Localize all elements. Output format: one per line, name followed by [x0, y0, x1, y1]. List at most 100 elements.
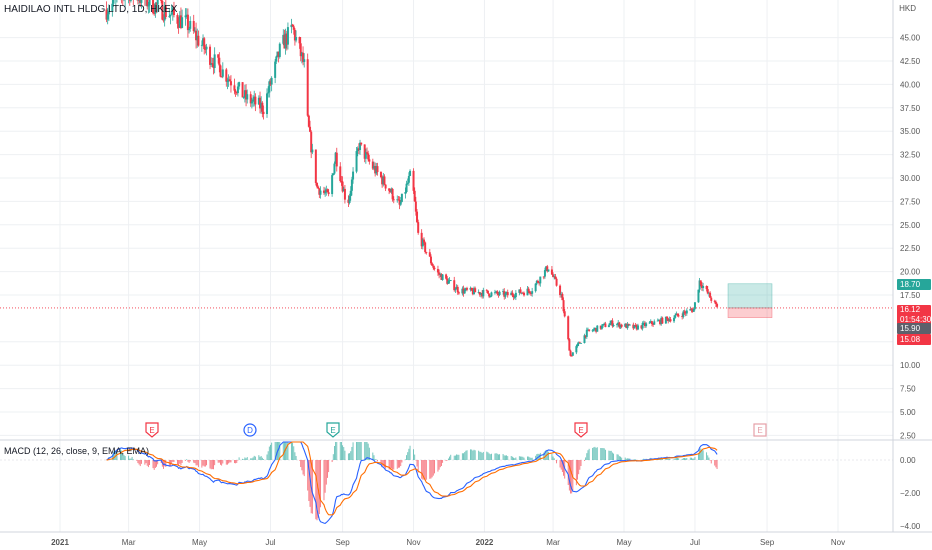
candle-body	[477, 292, 480, 293]
candle-body	[618, 322, 621, 328]
last-price-value: 16.12	[900, 305, 921, 314]
candle-body	[218, 57, 221, 66]
candle-body	[155, 3, 158, 5]
candle-body	[636, 325, 639, 330]
candle-body	[436, 269, 439, 273]
candle-body	[697, 289, 700, 303]
candle-body	[348, 196, 351, 203]
candle-body	[619, 324, 622, 328]
candle-body	[234, 90, 237, 93]
candle-body	[575, 346, 578, 353]
candle-body	[464, 288, 467, 291]
candle-body	[648, 322, 651, 324]
time-axis-label: Mar	[122, 538, 136, 547]
candle-body	[193, 30, 196, 32]
candle-body	[316, 182, 319, 187]
candle-body	[333, 163, 336, 174]
time-axis-label: Jul	[690, 538, 700, 547]
long-position-tool[interactable]	[727, 283, 773, 318]
symbol-title[interactable]: HAIDILAO INTL HLDG LTD, 1D, HKEX	[4, 4, 178, 15]
candle-body	[350, 179, 353, 191]
candle-body	[253, 96, 256, 100]
candle-body	[617, 322, 620, 325]
candle-body	[495, 291, 498, 293]
candle-body	[453, 280, 456, 291]
candle-body	[518, 289, 521, 293]
candle-body	[171, 7, 174, 13]
candle-body	[225, 69, 228, 82]
candle-body	[625, 323, 628, 329]
price-axis-tick: 20.00	[900, 268, 921, 277]
candle-body	[221, 69, 224, 77]
candle-body	[202, 38, 205, 45]
candle-body	[236, 86, 239, 94]
candle-body	[355, 151, 358, 172]
candle-body	[599, 325, 602, 329]
candle-body	[473, 288, 476, 295]
candle-body	[592, 329, 595, 331]
event-marker-label: E	[149, 426, 154, 435]
candle-body	[309, 126, 312, 132]
candle-body	[431, 263, 434, 266]
candle-body	[455, 286, 458, 290]
candle-body	[334, 152, 337, 164]
candle-body	[657, 319, 660, 321]
candle-body	[325, 189, 328, 193]
candle-body	[203, 38, 206, 50]
earnings-marker-icon	[574, 422, 588, 438]
candle-body	[681, 316, 684, 317]
candle-body	[295, 37, 298, 41]
candle-body	[379, 172, 382, 178]
candle-body	[152, 0, 155, 14]
event-marker-label: E	[578, 426, 583, 435]
candle-body	[282, 34, 285, 44]
candle-body	[196, 35, 199, 41]
candle-body	[390, 188, 393, 193]
candle-body	[664, 316, 667, 324]
grid-lines	[0, 0, 893, 532]
candle-body	[479, 293, 482, 295]
candle-body	[474, 288, 477, 293]
candle-body	[519, 289, 522, 294]
candle-body	[298, 37, 301, 44]
position-loss-zone	[727, 307, 773, 318]
price-axis-tick: 30.00	[900, 174, 921, 183]
candle-body	[242, 97, 245, 98]
candle-body	[375, 166, 378, 174]
candle-body	[550, 269, 553, 275]
macd-indicator-label[interactable]: MACD (12, 26, close, 9, EMA, EMA)	[4, 446, 150, 456]
candle-body	[179, 15, 182, 28]
candle-body	[481, 293, 484, 297]
candle-body	[356, 148, 359, 152]
macd-line	[106, 441, 718, 525]
candle-body	[633, 325, 636, 329]
candle-body	[691, 309, 694, 312]
candle-body	[534, 283, 537, 292]
candle-body	[245, 90, 248, 100]
candle-body	[213, 54, 216, 68]
candle-body	[311, 149, 314, 153]
macd-axis-tick: −4.00	[900, 522, 921, 531]
candle-body	[364, 152, 367, 159]
candle-body	[217, 54, 220, 58]
candle-body	[266, 93, 269, 115]
candle-body	[291, 24, 294, 27]
candle-body	[262, 111, 265, 115]
candle-body	[457, 292, 460, 294]
candle-body	[676, 313, 679, 316]
macd-pane[interactable]	[0, 441, 893, 525]
candle-body	[285, 33, 288, 45]
candle-body	[513, 297, 516, 298]
candle-body	[602, 324, 605, 326]
candle-body	[267, 92, 270, 94]
candle-body	[642, 322, 645, 324]
candle-body	[396, 199, 399, 201]
candle-body	[368, 159, 371, 162]
candle-body	[612, 325, 615, 327]
candlestick-series[interactable]	[0, 0, 893, 357]
candle-body	[514, 292, 517, 298]
